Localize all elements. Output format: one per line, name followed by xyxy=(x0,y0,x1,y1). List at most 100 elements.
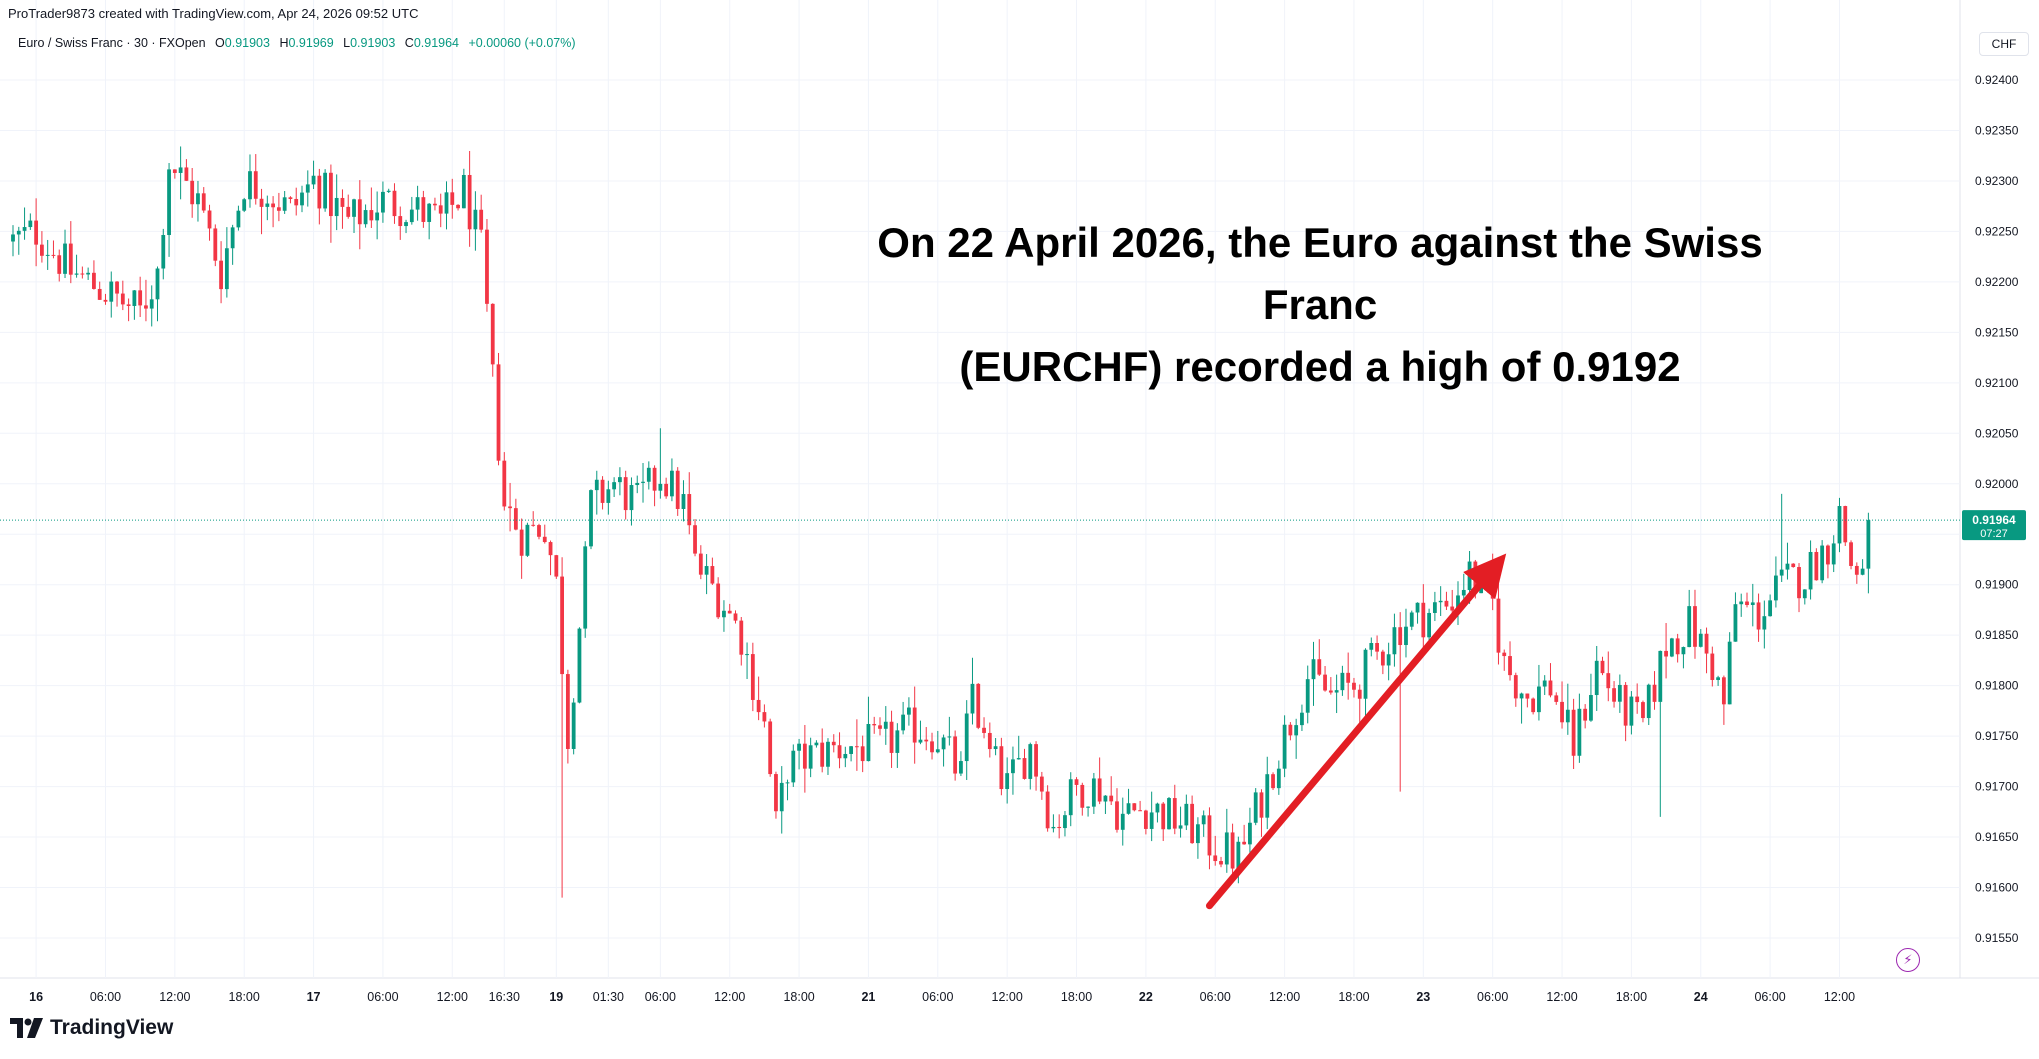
candle-body xyxy=(305,184,310,193)
candle-body xyxy=(1305,679,1310,713)
candle-body xyxy=(820,742,825,767)
candle-body xyxy=(646,467,651,482)
legend-close-value: 0.91964 xyxy=(413,36,459,50)
candle-body xyxy=(912,707,917,743)
candle-body xyxy=(1091,778,1096,807)
time-tick-label: 06:00 xyxy=(922,990,953,1004)
candle-body xyxy=(1282,724,1287,769)
candle-body xyxy=(1357,689,1362,699)
candle-body xyxy=(1716,677,1720,680)
candle-body xyxy=(415,197,420,210)
candle-body xyxy=(323,172,328,209)
legend-open-label: O xyxy=(215,36,225,50)
price-tick-label: 0.92100 xyxy=(1975,376,2019,390)
candle-body xyxy=(311,175,316,185)
candle-body xyxy=(814,742,819,746)
candle-body xyxy=(1606,673,1611,689)
candle-body xyxy=(941,737,946,750)
candle-body xyxy=(219,260,223,290)
candle-body xyxy=(1750,602,1755,606)
candle-body xyxy=(213,228,218,261)
price-tick-label: 0.92250 xyxy=(1975,224,2019,238)
candle-body xyxy=(300,192,304,206)
candle-body xyxy=(1149,812,1154,829)
price-tick-label: 0.92300 xyxy=(1975,174,2019,188)
price-tick-label: 0.92400 xyxy=(1975,73,2019,87)
candle-body xyxy=(1404,626,1408,646)
candle-body xyxy=(1641,702,1645,719)
candle-body xyxy=(288,197,293,199)
candle-body xyxy=(901,714,906,731)
candle-body xyxy=(1427,612,1431,638)
candle-body xyxy=(577,628,582,703)
candle-body xyxy=(837,745,842,759)
candle-body xyxy=(427,203,432,222)
legend-symbol: Euro / Swiss Franc · 30 · FXOpen xyxy=(18,36,206,50)
price-tick-label: 0.91850 xyxy=(1975,628,2019,642)
time-tick-label: 18:00 xyxy=(229,990,260,1004)
candle-body xyxy=(964,713,969,762)
candle-body xyxy=(11,234,15,242)
candle-body xyxy=(1646,684,1651,719)
candle-body xyxy=(1219,861,1223,865)
candle-body xyxy=(34,220,39,245)
price-tick-label: 0.91800 xyxy=(1975,679,2019,693)
countdown-label: 07:27 xyxy=(1980,528,2008,540)
candle-body xyxy=(513,508,518,530)
candle-body xyxy=(519,529,524,556)
candle-body xyxy=(1779,569,1784,576)
candle-body xyxy=(1039,776,1044,792)
candle-body xyxy=(762,712,767,722)
lightning-icon[interactable]: ⚡ xyxy=(1896,948,1920,972)
candle-body xyxy=(1392,627,1397,655)
currency-button[interactable]: CHF xyxy=(1979,32,2029,56)
candle-body xyxy=(1276,768,1281,789)
brand-logo: TradingView xyxy=(10,1016,173,1040)
candle-body xyxy=(1583,708,1588,721)
candle-body xyxy=(103,299,108,302)
candle-body xyxy=(693,525,697,554)
candle-body xyxy=(704,566,709,575)
chart-credit: ProTrader9873 created with TradingView.c… xyxy=(8,6,419,21)
candle-body xyxy=(1849,542,1853,566)
candle-body xyxy=(1554,695,1559,702)
candle-body xyxy=(797,743,801,751)
candle-body xyxy=(1774,575,1778,601)
price-tick-label: 0.91700 xyxy=(1975,780,2019,794)
candle-body xyxy=(618,477,622,483)
price-tick-label: 0.91650 xyxy=(1975,830,2019,844)
candle-body xyxy=(207,210,212,229)
price-tick-label: 0.91600 xyxy=(1975,881,2019,895)
candle-body xyxy=(271,203,275,208)
candle-body xyxy=(1565,709,1570,723)
candle-body xyxy=(22,227,27,231)
candle-body xyxy=(1161,803,1166,830)
candle-body xyxy=(1421,602,1426,638)
candle-body xyxy=(831,741,836,746)
candle-body xyxy=(1681,647,1686,655)
candle-body xyxy=(826,741,830,767)
candle-body xyxy=(1311,659,1316,680)
candle-body xyxy=(907,707,911,715)
time-tick-label: 12:00 xyxy=(1824,990,1855,1004)
candle-body xyxy=(1704,633,1709,654)
candle-body xyxy=(930,741,934,753)
candle-body xyxy=(1334,690,1339,693)
time-tick-label: 06:00 xyxy=(645,990,676,1004)
candle-body xyxy=(201,193,206,211)
candle-body xyxy=(808,745,813,769)
candle-body xyxy=(178,167,183,173)
candle-body xyxy=(1369,643,1374,650)
candle-body xyxy=(282,197,287,211)
time-axis: 16 06:00 12:00 18:00 17 06:00 12:00 16:30 19 01:3… xyxy=(29,990,1855,1004)
candle-body xyxy=(733,613,738,621)
candle-body xyxy=(1386,654,1391,666)
candle-body xyxy=(444,192,449,214)
candle-body xyxy=(196,193,200,205)
candle-body xyxy=(1242,841,1247,845)
symbol-legend: Euro / Swiss Franc · 30 · FXOpen O0.9190… xyxy=(18,36,576,50)
candle-body xyxy=(710,566,715,584)
time-tick-label: 12:00 xyxy=(1546,990,1577,1004)
candle-body xyxy=(1600,660,1605,674)
